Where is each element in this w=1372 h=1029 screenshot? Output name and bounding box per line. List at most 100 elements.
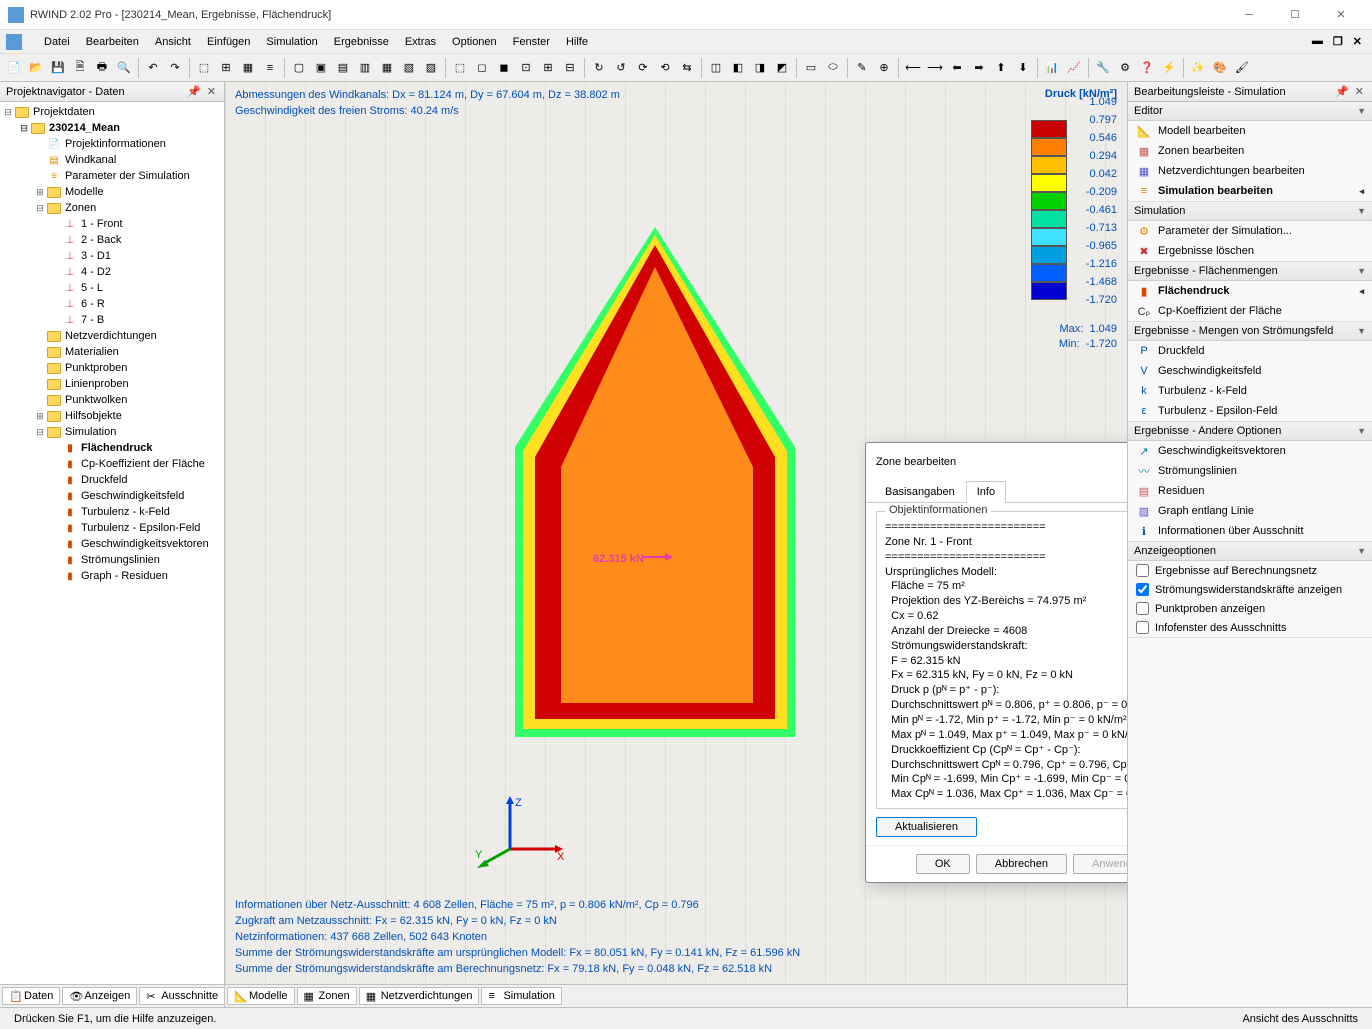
toolbar-icon[interactable]: ▤	[333, 58, 353, 78]
tree-item[interactable]: ⊥2 - Back	[0, 232, 224, 248]
toolbar-icon[interactable]: ▦	[377, 58, 397, 78]
toolbar-icon[interactable]: ↷	[165, 58, 185, 78]
tree-item[interactable]: ▮Turbulenz - k-Feld	[0, 504, 224, 520]
tree-item[interactable]: ⊞Modelle	[0, 184, 224, 200]
toolbar-icon[interactable]: ◫	[706, 58, 726, 78]
display-option-checkbox[interactable]: Strömungswiderstandskräfte anzeigen	[1128, 580, 1372, 599]
toolbar-icon[interactable]: 🔧	[1093, 58, 1113, 78]
toolbar-icon[interactable]: 🖶	[92, 58, 112, 78]
tree-root[interactable]: ⊟Projektdaten	[0, 104, 224, 120]
toolbar-icon[interactable]: ▦	[238, 58, 258, 78]
tree-item[interactable]: ⊥5 - L	[0, 280, 224, 296]
menu-hilfe[interactable]: Hilfe	[558, 33, 596, 51]
tree-item[interactable]: Materialien	[0, 344, 224, 360]
panel-pin-icon[interactable]: 📌	[185, 85, 203, 98]
toolbar-icon[interactable]: ⬚	[194, 58, 214, 78]
viewport-tab-modelle[interactable]: 📐Modelle	[227, 987, 295, 1005]
section-header[interactable]: Simulation▼	[1128, 202, 1372, 221]
toolbar-icon[interactable]: ✨	[1188, 58, 1208, 78]
tree-item[interactable]: ▮Geschwindigkeitsvektoren	[0, 536, 224, 552]
panel-item[interactable]: 〰Strömungslinien	[1128, 461, 1372, 481]
toolbar-icon[interactable]: 📂	[26, 58, 46, 78]
panel-close-icon[interactable]: ✕	[205, 85, 218, 98]
toolbar-icon[interactable]: ◻	[472, 58, 492, 78]
display-option-checkbox[interactable]: Infofenster des Ausschnitts	[1128, 618, 1372, 637]
toolbar-icon[interactable]: ◼	[494, 58, 514, 78]
panel-item[interactable]: PDruckfeld	[1128, 341, 1372, 361]
maximize-button[interactable]: ☐	[1272, 0, 1318, 30]
3d-viewport[interactable]: Abmessungen des Windkanals: Dx = 81.124 …	[225, 82, 1127, 984]
mdi-close-button[interactable]: ✕	[1349, 35, 1366, 48]
toolbar-icon[interactable]: ✎	[852, 58, 872, 78]
nav-tab-daten[interactable]: 📋Daten	[2, 987, 60, 1005]
toolbar-icon[interactable]: ⇆	[677, 58, 697, 78]
toolbar-icon[interactable]: ▢	[289, 58, 309, 78]
toolbar-icon[interactable]: ⊞	[216, 58, 236, 78]
toolbar-icon[interactable]: ⊡	[516, 58, 536, 78]
tree-item[interactable]: ⊞Hilfsobjekte	[0, 408, 224, 424]
nav-tab-anzeigen[interactable]: 👁Anzeigen	[62, 987, 137, 1005]
toolbar-icon[interactable]: 🔍	[114, 58, 134, 78]
apply-button[interactable]: Anwenden	[1073, 854, 1127, 874]
tree-item[interactable]: ▮Graph - Residuen	[0, 568, 224, 584]
toolbar-icon[interactable]: 💾	[48, 58, 68, 78]
menu-fenster[interactable]: Fenster	[505, 33, 558, 51]
toolbar-icon[interactable]: ❓	[1137, 58, 1157, 78]
tab-basisangaben[interactable]: Basisangaben	[874, 481, 966, 503]
close-button[interactable]: ✕	[1318, 0, 1364, 30]
toolbar-icon[interactable]: ⊞	[538, 58, 558, 78]
toolbar-icon[interactable]: ⟵	[903, 58, 923, 78]
panel-item[interactable]: ↗Geschwindigkeitsvektoren	[1128, 441, 1372, 461]
toolbar-icon[interactable]: ⬭	[823, 58, 843, 78]
tree-item[interactable]: ⊥7 - B	[0, 312, 224, 328]
panel-item[interactable]: kTurbulenz - k-Feld	[1128, 381, 1372, 401]
ok-button[interactable]: OK	[916, 854, 970, 874]
toolbar-icon[interactable]: 📈	[1064, 58, 1084, 78]
menu-simulation[interactable]: Simulation	[258, 33, 325, 51]
toolbar-icon[interactable]: ▣	[311, 58, 331, 78]
panel-item[interactable]: ▮Flächendruck◂	[1128, 281, 1372, 301]
tree-item[interactable]: ⊥6 - R	[0, 296, 224, 312]
tree-item[interactable]: Netzverdichtungen	[0, 328, 224, 344]
tree-item[interactable]: ▮Geschwindigkeitsfeld	[0, 488, 224, 504]
mdi-minimize-button[interactable]: ▬	[1308, 35, 1327, 48]
panel-item[interactable]: ✖Ergebnisse löschen	[1128, 241, 1372, 261]
toolbar-icon[interactable]: ▥	[355, 58, 375, 78]
toolbar-icon[interactable]: ≡	[260, 58, 280, 78]
menu-optionen[interactable]: Optionen	[444, 33, 505, 51]
toolbar-icon[interactable]: ⬇	[1013, 58, 1033, 78]
toolbar-icon[interactable]: ▧	[399, 58, 419, 78]
toolbar-icon[interactable]: ⟳	[633, 58, 653, 78]
menu-ansicht[interactable]: Ansicht	[147, 33, 199, 51]
tree-project[interactable]: ⊟230214_Mean	[0, 120, 224, 136]
tree-item[interactable]: ≡Parameter der Simulation	[0, 168, 224, 184]
panel-pin-icon[interactable]: 📌	[1333, 85, 1351, 98]
toolbar-icon[interactable]: ⚙	[1115, 58, 1135, 78]
toolbar-icon[interactable]: ▨	[421, 58, 441, 78]
tree-item[interactable]: Punktwolken	[0, 392, 224, 408]
viewport-tab-simulation[interactable]: ≡Simulation	[481, 987, 561, 1005]
tree-item[interactable]: ▮Turbulenz - Epsilon-Feld	[0, 520, 224, 536]
nav-tab-ausschnitte[interactable]: ✂Ausschnitte	[139, 987, 225, 1005]
panel-item[interactable]: ⚙Parameter der Simulation...	[1128, 221, 1372, 241]
toolbar-icon[interactable]: ⊟	[560, 58, 580, 78]
toolbar-icon[interactable]: 🖌	[1232, 58, 1252, 78]
menu-datei[interactable]: Datei	[36, 33, 78, 51]
panel-item[interactable]: ▦Zonen bearbeiten	[1128, 141, 1372, 161]
panel-item[interactable]: ℹInformationen über Ausschnitt	[1128, 521, 1372, 541]
toolbar-icon[interactable]: ⟶	[925, 58, 945, 78]
tree-item[interactable]: ▮Cp-Koeffizient der Fläche	[0, 456, 224, 472]
display-option-checkbox[interactable]: Punktproben anzeigen	[1128, 599, 1372, 618]
display-option-checkbox[interactable]: Ergebnisse auf Berechnungsnetz	[1128, 561, 1372, 580]
refresh-button[interactable]: Aktualisieren	[876, 817, 977, 837]
panel-item[interactable]: ≡Simulation bearbeiten◂	[1128, 181, 1372, 201]
panel-item[interactable]: ▨Graph entlang Linie	[1128, 501, 1372, 521]
tree-item[interactable]: ⊥3 - D1	[0, 248, 224, 264]
tree-item[interactable]: ▤Windkanal	[0, 152, 224, 168]
panel-close-icon[interactable]: ✕	[1353, 85, 1366, 98]
panel-item[interactable]: ▦Netzverdichtungen bearbeiten	[1128, 161, 1372, 181]
panel-item[interactable]: ▤Residuen	[1128, 481, 1372, 501]
toolbar-icon[interactable]: 📄	[4, 58, 24, 78]
menu-einfügen[interactable]: Einfügen	[199, 33, 258, 51]
toolbar-icon[interactable]: ⟲	[655, 58, 675, 78]
